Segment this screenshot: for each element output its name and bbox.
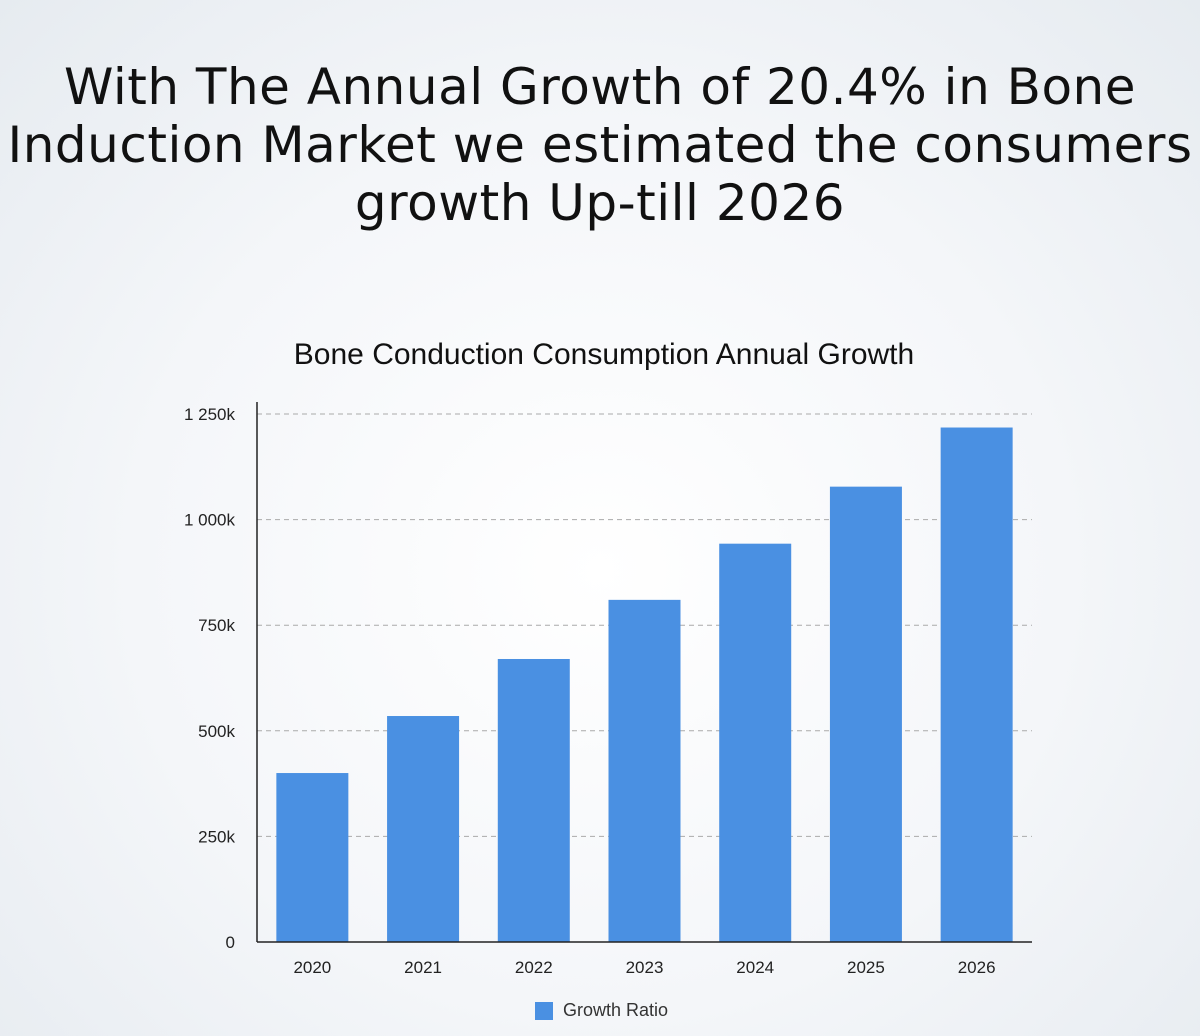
- x-tick-label: 2023: [626, 958, 664, 977]
- bar-2024: [719, 543, 792, 942]
- y-tick-label: 250k: [198, 827, 235, 846]
- x-tick-label: 2021: [404, 958, 442, 977]
- legend-label: Growth Ratio: [563, 1000, 669, 1020]
- y-tick-label: 500k: [198, 722, 235, 741]
- x-tick-label: 2025: [847, 958, 885, 977]
- legend-swatch: [535, 1001, 553, 1020]
- bar-2021: [387, 716, 460, 942]
- bar-2026: [940, 427, 1013, 942]
- chart-title: Bone Conduction Consumption Annual Growt…: [293, 338, 915, 371]
- bar-2025: [829, 486, 902, 942]
- bar-2023: [608, 599, 681, 942]
- y-tick-label: 0: [226, 933, 235, 952]
- x-tick-label: 2026: [958, 958, 996, 977]
- x-tick-label: 2020: [293, 958, 331, 977]
- y-tick-label: 1 000k: [184, 511, 236, 530]
- y-tick-label: 1 250k: [184, 405, 236, 424]
- legend: Growth Ratio: [535, 1000, 668, 1021]
- headline: With The Annual Growth of 20.4% in Bone …: [7, 58, 1193, 232]
- y-tick-label: 750k: [198, 616, 235, 635]
- bar-2020: [276, 773, 349, 942]
- x-tick-label: 2024: [736, 958, 774, 977]
- bar-2022: [497, 658, 570, 942]
- x-tick-label: 2022: [515, 958, 553, 977]
